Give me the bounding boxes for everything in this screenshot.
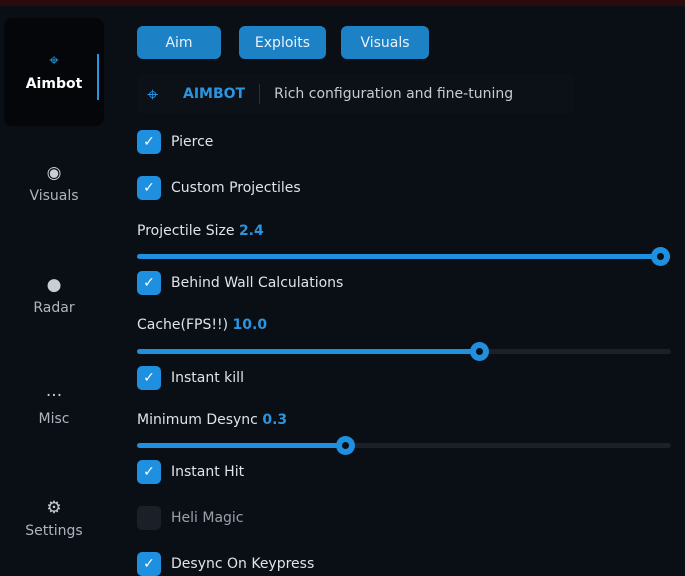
checkmark-icon: ✓	[137, 460, 161, 484]
behind-wall-checkbox[interactable]: ✓ Behind Wall Calculations	[137, 271, 343, 295]
checkmark-icon: ✓	[137, 366, 161, 390]
window-top-bar	[0, 0, 685, 6]
gear-icon: ⚙	[46, 498, 62, 518]
checkmark-icon: ✓	[137, 552, 161, 576]
min-desync-label: Minimum Desync 0.3	[137, 412, 288, 428]
slider-fill	[137, 349, 479, 354]
ellipsis-icon: ···	[45, 386, 63, 406]
active-indicator	[97, 54, 99, 100]
checkmark-icon: ✓	[137, 176, 161, 200]
slider-thumb[interactable]	[336, 436, 356, 455]
projectile-size-slider[interactable]	[137, 247, 671, 266]
sidebar-item-radar[interactable]: ● Radar	[33, 275, 75, 316]
projectile-size-value: 2.4	[238, 223, 264, 239]
sidebar-item-settings[interactable]: ⚙ Settings	[25, 498, 83, 539]
section-title: AIMBOT	[183, 86, 246, 102]
slider-thumb[interactable]	[651, 247, 671, 266]
custom-projectiles-checkbox[interactable]: ✓ Custom Projectiles	[137, 176, 301, 200]
sidebar-item-aimbot[interactable]: ⌖ Aimbot	[4, 18, 104, 126]
tab-visuals[interactable]: Visuals	[341, 26, 429, 59]
pierce-checkbox[interactable]: ✓ Pierce	[137, 130, 213, 154]
sidebar-item-visuals[interactable]: ◉ Visuals	[29, 163, 79, 204]
instant-hit-checkbox[interactable]: ✓ Instant Hit	[137, 460, 244, 484]
checkmark-icon: ✓	[137, 130, 161, 154]
checkmark-icon: ✓	[137, 271, 161, 295]
slider-fill	[137, 254, 661, 259]
cache-label: Cache(FPS!!) 10.0	[137, 317, 268, 333]
slider-fill	[137, 443, 346, 448]
sidebar: ⌖ Aimbot ◉ Visuals ● Radar ··· Misc ⚙ Se…	[0, 6, 118, 575]
globe-icon: ●	[46, 275, 62, 295]
section-header: ⌖ AIMBOT Rich configuration and fine-tun…	[137, 74, 574, 114]
unchecked-box	[137, 506, 161, 530]
section-description: Rich configuration and fine-tuning	[274, 86, 514, 102]
min-desync-value: 0.3	[262, 412, 288, 428]
desync-keypress-checkbox[interactable]: ✓ Desync On Keypress	[137, 552, 314, 576]
tab-exploits[interactable]: Exploits	[239, 26, 326, 59]
projectile-size-label: Projectile Size 2.4	[137, 223, 264, 239]
tab-aim[interactable]: Aim	[137, 26, 221, 59]
instant-kill-checkbox[interactable]: ✓ Instant kill	[137, 366, 244, 390]
crosshair-icon: ⌖	[147, 82, 159, 106]
cache-value: 10.0	[232, 317, 268, 333]
eye-icon: ◉	[46, 163, 62, 183]
cache-slider[interactable]	[137, 342, 671, 361]
heli-magic-checkbox[interactable]: Heli Magic	[137, 506, 244, 530]
divider	[259, 84, 261, 104]
slider-thumb[interactable]	[469, 342, 489, 361]
sidebar-item-misc[interactable]: ··· Misc	[38, 386, 70, 427]
min-desync-slider[interactable]	[137, 436, 671, 455]
crosshair-icon: ⌖	[49, 51, 59, 71]
